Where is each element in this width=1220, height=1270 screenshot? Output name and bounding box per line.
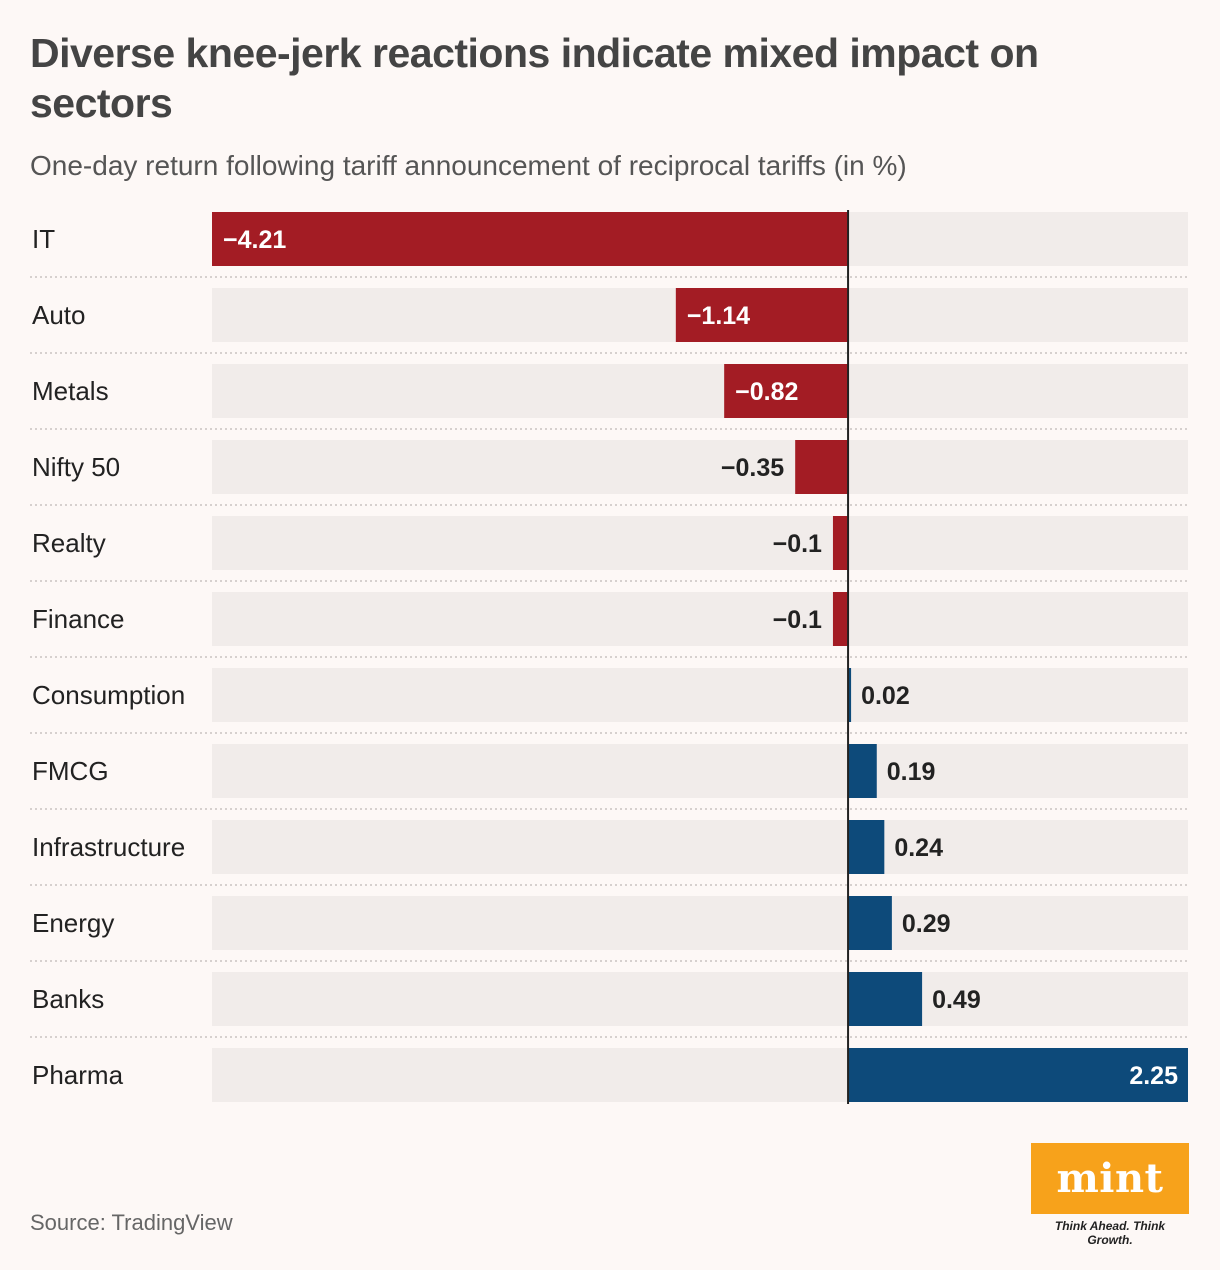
source-note: Source: TradingView bbox=[30, 1210, 233, 1235]
bar bbox=[724, 364, 849, 418]
bar bbox=[848, 896, 892, 950]
bar-track bbox=[212, 896, 1188, 950]
value-label: −0.1 bbox=[773, 530, 822, 558]
value-label: −0.82 bbox=[735, 378, 798, 406]
category-label: FMCG bbox=[32, 756, 109, 786]
value-label: 0.24 bbox=[894, 834, 943, 862]
logo-tagline: Think Ahead. Think Growth. bbox=[1054, 1219, 1166, 1247]
bar bbox=[212, 212, 849, 266]
value-label: 0.19 bbox=[887, 758, 936, 786]
category-label: Banks bbox=[32, 984, 104, 1014]
bar bbox=[848, 668, 852, 722]
bar-track bbox=[212, 820, 1188, 874]
bar bbox=[848, 972, 923, 1026]
bar-track bbox=[212, 744, 1188, 798]
category-label: Nifty 50 bbox=[32, 452, 120, 482]
value-label: −0.35 bbox=[721, 454, 784, 482]
bar bbox=[848, 744, 877, 798]
value-label: 2.25 bbox=[1129, 1062, 1178, 1090]
bar-track bbox=[212, 592, 1188, 646]
bar bbox=[795, 440, 849, 494]
category-label: Auto bbox=[32, 300, 86, 330]
category-label: Consumption bbox=[32, 680, 185, 710]
chart-subtitle: One-day return following tariff announce… bbox=[30, 150, 907, 181]
mint-logo: mint bbox=[1031, 1143, 1189, 1214]
bar bbox=[832, 516, 849, 570]
value-label: 0.49 bbox=[932, 986, 981, 1014]
bar-track bbox=[212, 972, 1188, 1026]
category-label: Realty bbox=[32, 528, 106, 558]
category-label: IT bbox=[32, 224, 55, 254]
category-label: Metals bbox=[32, 376, 109, 406]
chart-title: Diverse knee-jerk reactions indicate mix… bbox=[30, 30, 1039, 126]
bar bbox=[675, 288, 849, 342]
value-label: −0.1 bbox=[773, 606, 822, 634]
bar bbox=[848, 820, 885, 874]
bar bbox=[832, 592, 849, 646]
value-label: −1.14 bbox=[687, 302, 750, 330]
bar-chart: IT −4.21 Auto −1.14 Metals −0.82 Nifty 50 −0.35… bbox=[30, 210, 1188, 1104]
value-label: 0.29 bbox=[902, 910, 951, 938]
bar-track bbox=[212, 440, 1188, 494]
bar-track bbox=[212, 668, 1188, 722]
value-label: 0.02 bbox=[861, 682, 910, 710]
bar bbox=[848, 1048, 1188, 1102]
value-label: −4.21 bbox=[223, 226, 286, 254]
bar-track bbox=[212, 516, 1188, 570]
logo-wordmark: mint bbox=[1056, 1155, 1164, 1202]
category-label: Pharma bbox=[32, 1060, 124, 1090]
category-label: Finance bbox=[32, 604, 125, 634]
category-label: Energy bbox=[32, 908, 114, 938]
category-label: Infrastructure bbox=[32, 832, 185, 862]
bar-track bbox=[212, 364, 1188, 418]
